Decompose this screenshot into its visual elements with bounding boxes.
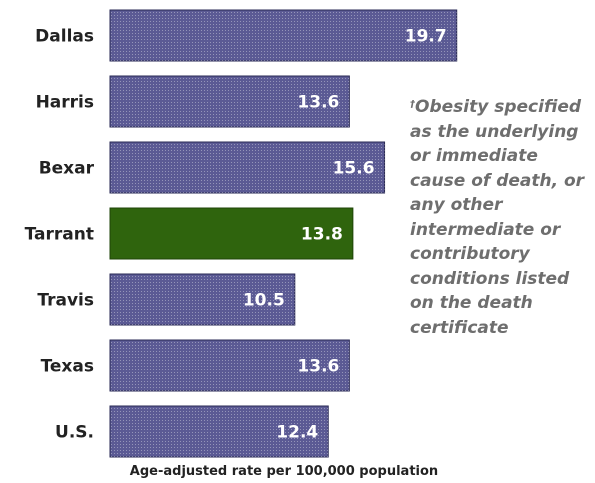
category-label: Harris [36,93,94,113]
x-axis-label: Age-adjusted rate per 100,000 population [130,464,438,479]
bar-tarrant [109,207,354,260]
value-label: 19.7 [405,27,447,47]
category-label: Bexar [39,159,95,179]
bar-texture [110,142,385,193]
footnote: †Obesity specified as the underlying or … [410,95,592,340]
bar-texture [110,274,295,325]
value-label: 15.6 [333,159,375,179]
bar-texture [110,76,350,127]
bar-texture [110,406,329,457]
category-label: Texas [41,357,94,377]
footnote-text: Obesity specified as the underlying or i… [410,97,585,338]
category-label: Dallas [35,27,94,47]
bar-texture [110,10,457,61]
value-label: 10.5 [243,291,285,311]
category-label: U.S. [55,423,94,443]
category-label: Travis [37,291,94,311]
category-label: Tarrant [25,225,94,245]
value-label: 12.4 [276,423,318,443]
bar-texture [110,340,350,391]
value-label: 13.8 [301,225,343,245]
value-label: 13.6 [297,93,339,113]
value-label: 13.6 [297,357,339,377]
footnote-marker: † [410,99,415,110]
